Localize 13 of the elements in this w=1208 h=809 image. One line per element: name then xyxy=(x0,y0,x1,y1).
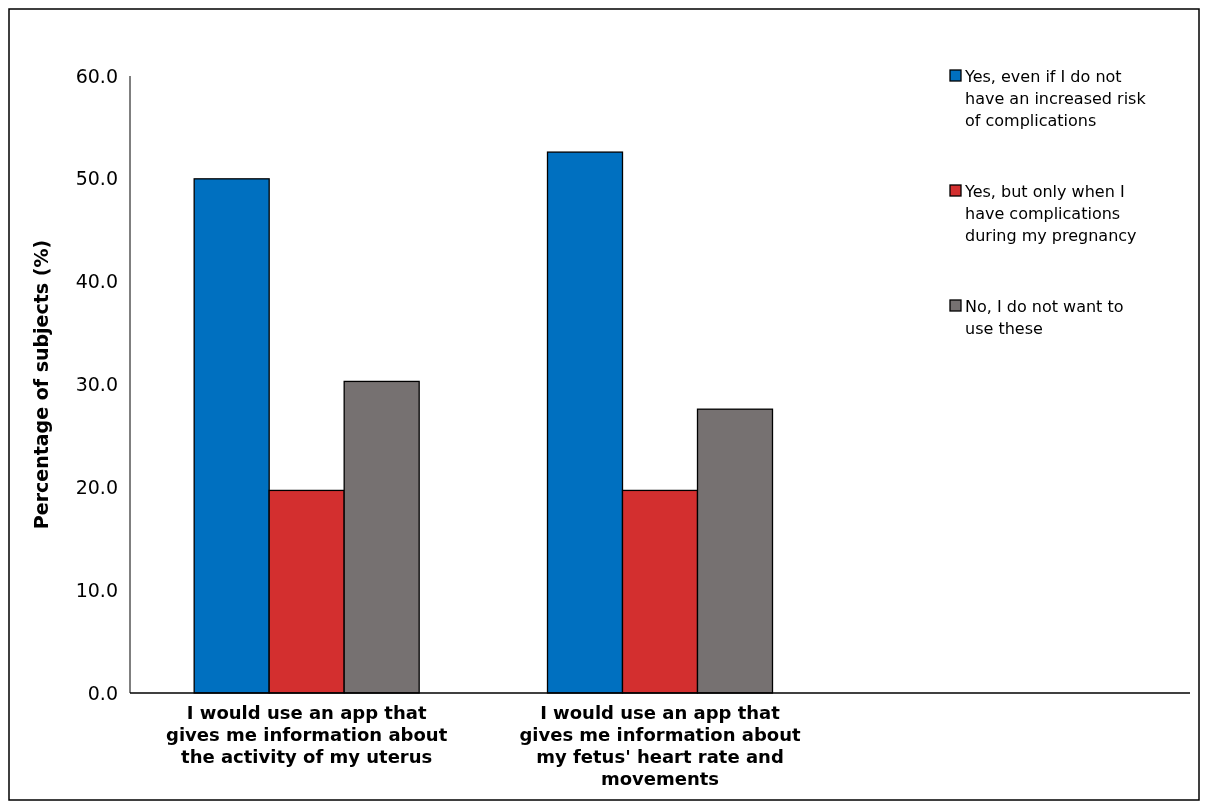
y-tick-label: 30.0 xyxy=(75,373,118,396)
y-tick-label: 10.0 xyxy=(75,578,118,601)
y-tick-label: 20.0 xyxy=(75,475,118,498)
y-tick-label: 50.0 xyxy=(75,167,118,190)
x-tick-label: I would use an app that gives me information about the activity of my uterus xyxy=(166,702,448,767)
y-tick-label: 40.0 xyxy=(75,270,118,293)
x-tick-label: I would use an app that gives me information about my fetus' heart rate and movements xyxy=(519,702,801,789)
y-tick-label: 60.0 xyxy=(75,64,118,87)
legend-label: Yes, but only when I have complications during my pregnancy xyxy=(964,181,1137,245)
y-axis-title: Percentage of subjects (%) xyxy=(30,239,52,530)
legend-label: No, I do not want to use these xyxy=(965,296,1124,338)
y-tick-label: 0.0 xyxy=(87,681,118,704)
legend-label: Yes, even if I do not have an increased risk of complications xyxy=(964,66,1147,130)
